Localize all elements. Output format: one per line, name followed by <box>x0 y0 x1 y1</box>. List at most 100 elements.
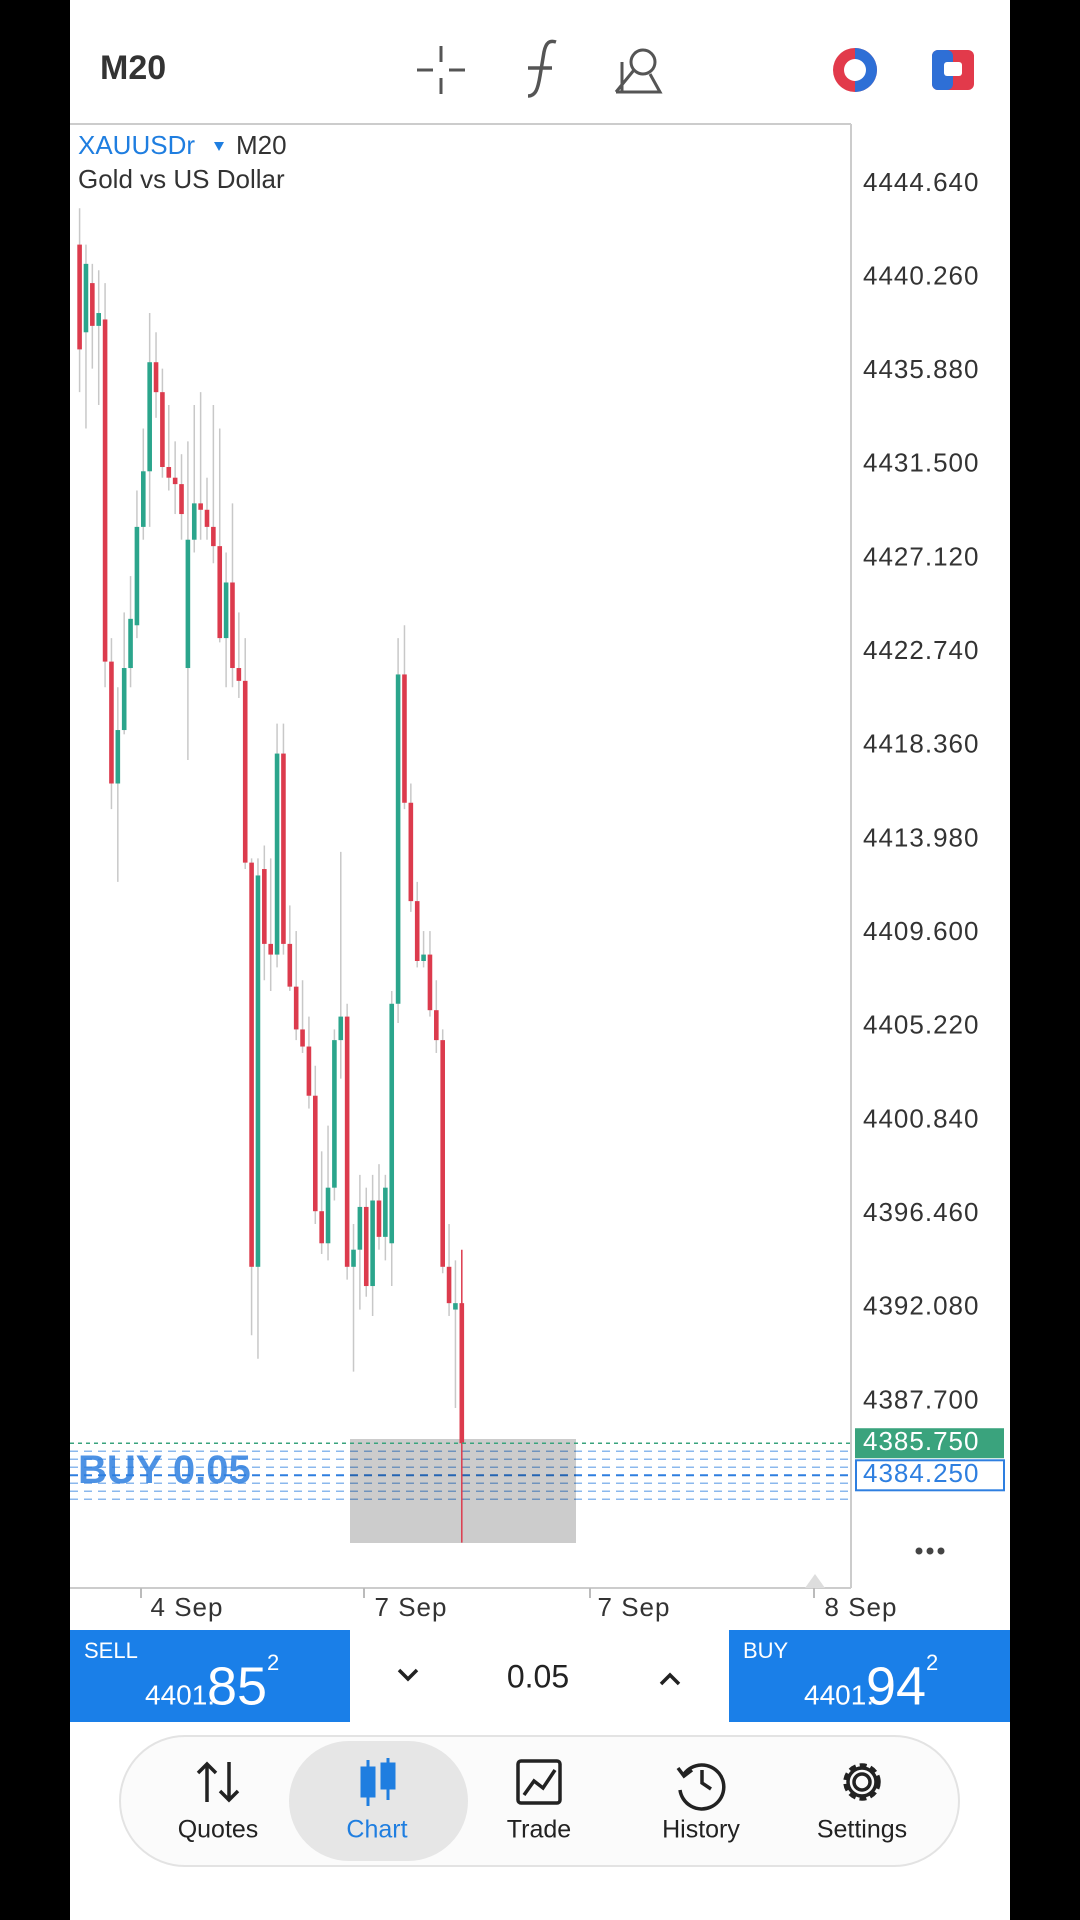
candle-body <box>453 1303 458 1310</box>
y-tick-label: 4396.460 <box>863 1197 979 1227</box>
candle-body <box>166 467 172 478</box>
x-tick-label: 4 Sep <box>151 1592 224 1622</box>
candle-body <box>262 869 267 944</box>
candle-body <box>121 668 127 731</box>
candle-body <box>319 1211 324 1244</box>
candle-body <box>268 943 273 955</box>
candle-body <box>242 680 248 863</box>
candle-body <box>427 954 433 1011</box>
candle-body <box>191 503 197 540</box>
chart-icon[interactable] <box>360 1758 396 1806</box>
y-tick-label: 4387.700 <box>863 1384 979 1414</box>
candle-body <box>300 1029 305 1047</box>
buy-button[interactable] <box>729 1630 1010 1722</box>
order-price-label: 4384.250 <box>863 1458 979 1488</box>
trading-badge-icon[interactable] <box>932 50 974 90</box>
candle-body <box>325 1187 331 1244</box>
symbol-description: Gold vs US Dollar <box>78 164 285 194</box>
candle-body <box>281 753 286 944</box>
candle-body <box>83 263 89 333</box>
trade-icon[interactable] <box>516 1759 562 1805</box>
candle-body <box>109 661 114 784</box>
nav-history[interactable]: History <box>662 1816 740 1844</box>
history-icon[interactable] <box>676 1763 726 1811</box>
candle-body <box>153 362 159 393</box>
timeframe-button[interactable]: M20 <box>100 49 166 87</box>
symbol-dropdown-icon[interactable] <box>214 142 224 151</box>
current-price-label: 4385.750 <box>863 1426 979 1456</box>
candle-body <box>90 283 95 326</box>
candle-body <box>255 875 261 1267</box>
candle-body <box>236 668 242 681</box>
sell-button[interactable] <box>70 1630 350 1722</box>
candle-body <box>363 1206 369 1287</box>
buy-label: BUY <box>743 1638 789 1663</box>
candle-body <box>223 582 229 639</box>
chart-timeframe: M20 <box>236 130 287 160</box>
sell-price-big: 85 <box>207 1656 267 1716</box>
candle-body <box>357 1206 363 1250</box>
indicators-icon[interactable] <box>527 39 557 98</box>
candle-body <box>147 362 152 472</box>
buy-price-prefix: 4401. <box>804 1679 874 1710</box>
volume-value[interactable]: 0.05 <box>507 1658 569 1694</box>
candle-body <box>376 1200 382 1237</box>
more-icon[interactable] <box>915 1547 945 1555</box>
candle-body <box>204 509 210 527</box>
candle-body <box>344 1016 350 1267</box>
candle-body <box>434 1010 439 1041</box>
candle-body <box>134 526 140 626</box>
y-tick-label: 4427.120 <box>863 541 979 571</box>
candle-body <box>172 477 178 485</box>
candle-body <box>102 319 108 662</box>
plot-area: BUY 0.05 <box>70 208 851 1543</box>
candle-body <box>141 471 146 527</box>
account-badge-icon[interactable] <box>833 48 877 92</box>
candle-body <box>446 1266 452 1304</box>
crosshair-icon[interactable] <box>417 46 465 94</box>
settings-icon[interactable] <box>843 1763 881 1801</box>
x-tick-label: 7 Sep <box>375 1592 448 1622</box>
nav-settings[interactable]: Settings <box>817 1816 907 1844</box>
candle-body <box>351 1249 356 1267</box>
candle-body <box>389 1003 395 1244</box>
y-tick-label: 4400.840 <box>863 1103 979 1133</box>
y-tick-label: 4392.080 <box>863 1291 979 1321</box>
volume-increase[interactable] <box>659 1672 681 1686</box>
candle-body <box>115 730 121 784</box>
volume-decrease[interactable] <box>397 1668 419 1682</box>
y-tick-label: 4405.220 <box>863 1010 979 1040</box>
candle-body <box>414 901 420 961</box>
candle-body <box>332 1040 337 1188</box>
candle-body <box>211 526 216 547</box>
sell-price-prefix: 4401. <box>145 1679 215 1710</box>
candle-body <box>421 954 426 961</box>
candle-body <box>312 1095 318 1212</box>
candle-body <box>408 802 414 902</box>
objects-icon[interactable] <box>614 48 663 94</box>
sell-label: SELL <box>84 1638 138 1663</box>
candle-body <box>77 244 82 350</box>
nav-quotes[interactable]: Quotes <box>178 1816 259 1844</box>
nav-chart[interactable]: Chart <box>346 1816 407 1844</box>
candle-body <box>293 986 299 1030</box>
candle-body <box>249 862 254 1267</box>
quotes-icon[interactable] <box>196 1761 240 1803</box>
candle-body <box>230 582 235 669</box>
sell-price-sup: 2 <box>267 1650 279 1675</box>
order-price-box <box>855 1459 1005 1492</box>
candle-body <box>96 313 102 326</box>
nav-trade[interactable]: Trade <box>507 1816 571 1844</box>
candle-body <box>306 1046 312 1096</box>
symbol-name[interactable]: XAUUSDr <box>78 130 195 160</box>
candle-body <box>338 1016 344 1041</box>
candle-body <box>402 674 407 803</box>
y-tick-label: 4431.500 <box>863 448 979 478</box>
candle-body <box>160 392 165 468</box>
current-price-box <box>855 1428 1004 1459</box>
candle-body <box>198 503 203 510</box>
candle-body <box>370 1200 375 1287</box>
candle-body <box>179 484 184 515</box>
